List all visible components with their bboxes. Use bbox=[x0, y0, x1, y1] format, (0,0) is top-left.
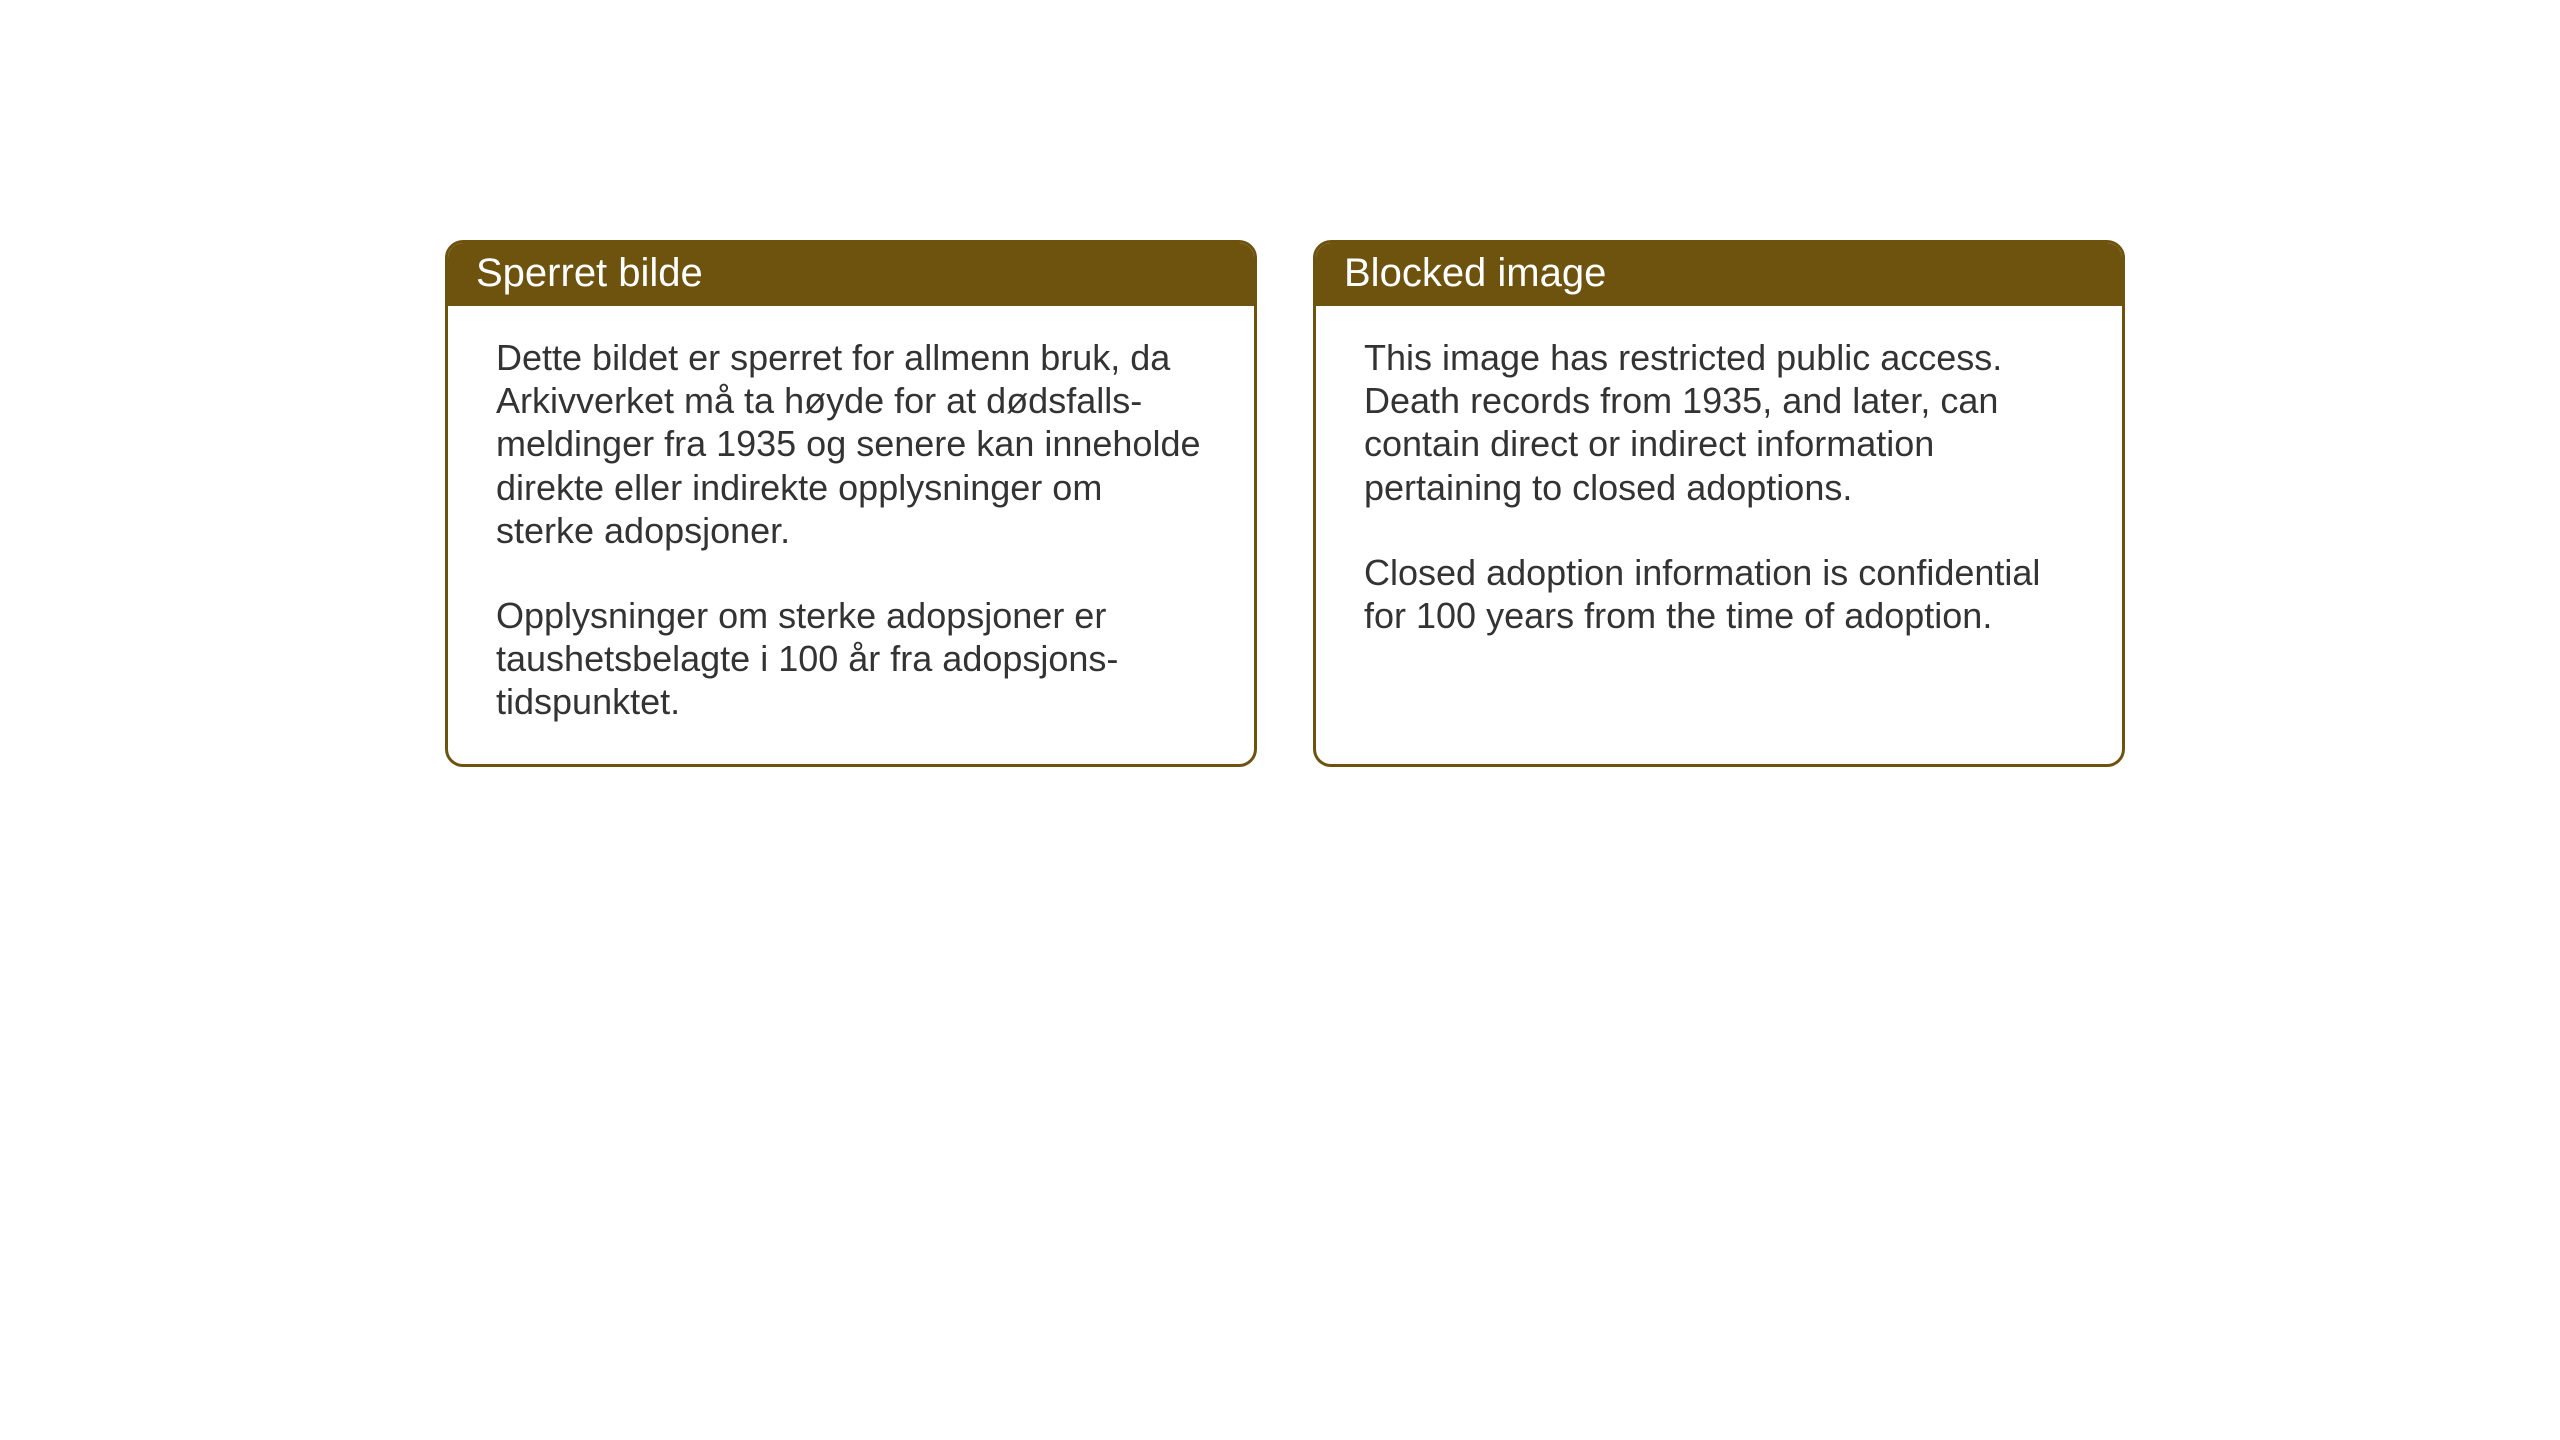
notice-container: Sperret bilde Dette bildet er sperret fo… bbox=[445, 240, 2125, 767]
notice-body-english: This image has restricted public access.… bbox=[1316, 306, 2122, 677]
notice-paragraph: Closed adoption information is confident… bbox=[1364, 551, 2074, 637]
notice-card-english: Blocked image This image has restricted … bbox=[1313, 240, 2125, 767]
notice-paragraph: Dette bildet er sperret for allmenn bruk… bbox=[496, 336, 1206, 552]
notice-paragraph: Opplysninger om sterke adopsjoner er tau… bbox=[496, 594, 1206, 724]
notice-body-norwegian: Dette bildet er sperret for allmenn bruk… bbox=[448, 306, 1254, 764]
notice-header-norwegian: Sperret bilde bbox=[448, 243, 1254, 306]
notice-card-norwegian: Sperret bilde Dette bildet er sperret fo… bbox=[445, 240, 1257, 767]
notice-paragraph: This image has restricted public access.… bbox=[1364, 336, 2074, 509]
notice-header-english: Blocked image bbox=[1316, 243, 2122, 306]
